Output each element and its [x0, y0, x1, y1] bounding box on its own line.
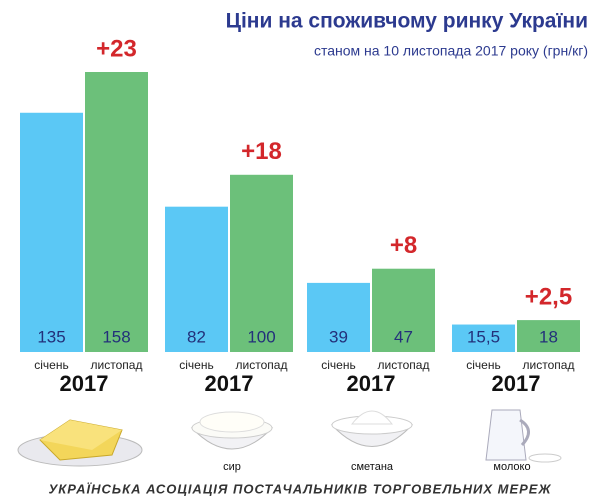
value-label: 47 — [394, 327, 413, 346]
difference-annotation: +23 — [96, 35, 137, 62]
bar — [517, 320, 580, 352]
difference-annotation: +8 — [390, 232, 417, 259]
value-label: 15,5 — [467, 327, 500, 346]
difference-annotation: +2,5 — [525, 283, 572, 310]
series-label: січень — [466, 358, 500, 372]
series-label: січень — [321, 358, 355, 372]
year-label: 2017 — [205, 371, 254, 396]
value-label: 135 — [37, 327, 65, 346]
cheese-image — [190, 411, 274, 450]
series-label: січень — [179, 358, 213, 372]
value-label: 82 — [187, 327, 206, 346]
bar — [85, 72, 148, 352]
bar — [230, 174, 293, 352]
value-label: 18 — [539, 327, 558, 346]
value-label: 158 — [102, 327, 130, 346]
series-label: листопад — [91, 358, 143, 372]
bar — [20, 112, 83, 352]
value-label: 39 — [329, 327, 348, 346]
series-label: листопад — [523, 358, 575, 372]
source-footer: УКРАЇНСЬКА АСОЦІАЦІЯ ПОСТАЧАЛЬНИКІВ ТОРГ… — [48, 481, 551, 496]
category-label: сметана — [351, 461, 394, 473]
series-label: листопад — [236, 358, 288, 372]
category-label: молоко — [493, 461, 530, 473]
year-label: 2017 — [60, 371, 109, 396]
category-label: сир — [223, 461, 241, 473]
value-label: 100 — [247, 327, 275, 346]
bar — [452, 324, 515, 352]
bar — [165, 206, 228, 352]
sour-cream-image — [330, 410, 414, 447]
difference-annotation: +18 — [241, 138, 282, 165]
series-label: листопад — [378, 358, 430, 372]
year-label: 2017 — [492, 371, 541, 396]
butter-image — [17, 419, 143, 467]
chart-subtitle: станом на 10 листопада 2017 року (грн/кг… — [314, 43, 588, 59]
chart-title: Ціни на споживчому ринку України — [226, 10, 588, 33]
milk-image — [485, 409, 562, 463]
year-label: 2017 — [347, 371, 396, 396]
bar — [372, 268, 435, 352]
series-label: січень — [34, 358, 68, 372]
bar — [307, 282, 370, 352]
